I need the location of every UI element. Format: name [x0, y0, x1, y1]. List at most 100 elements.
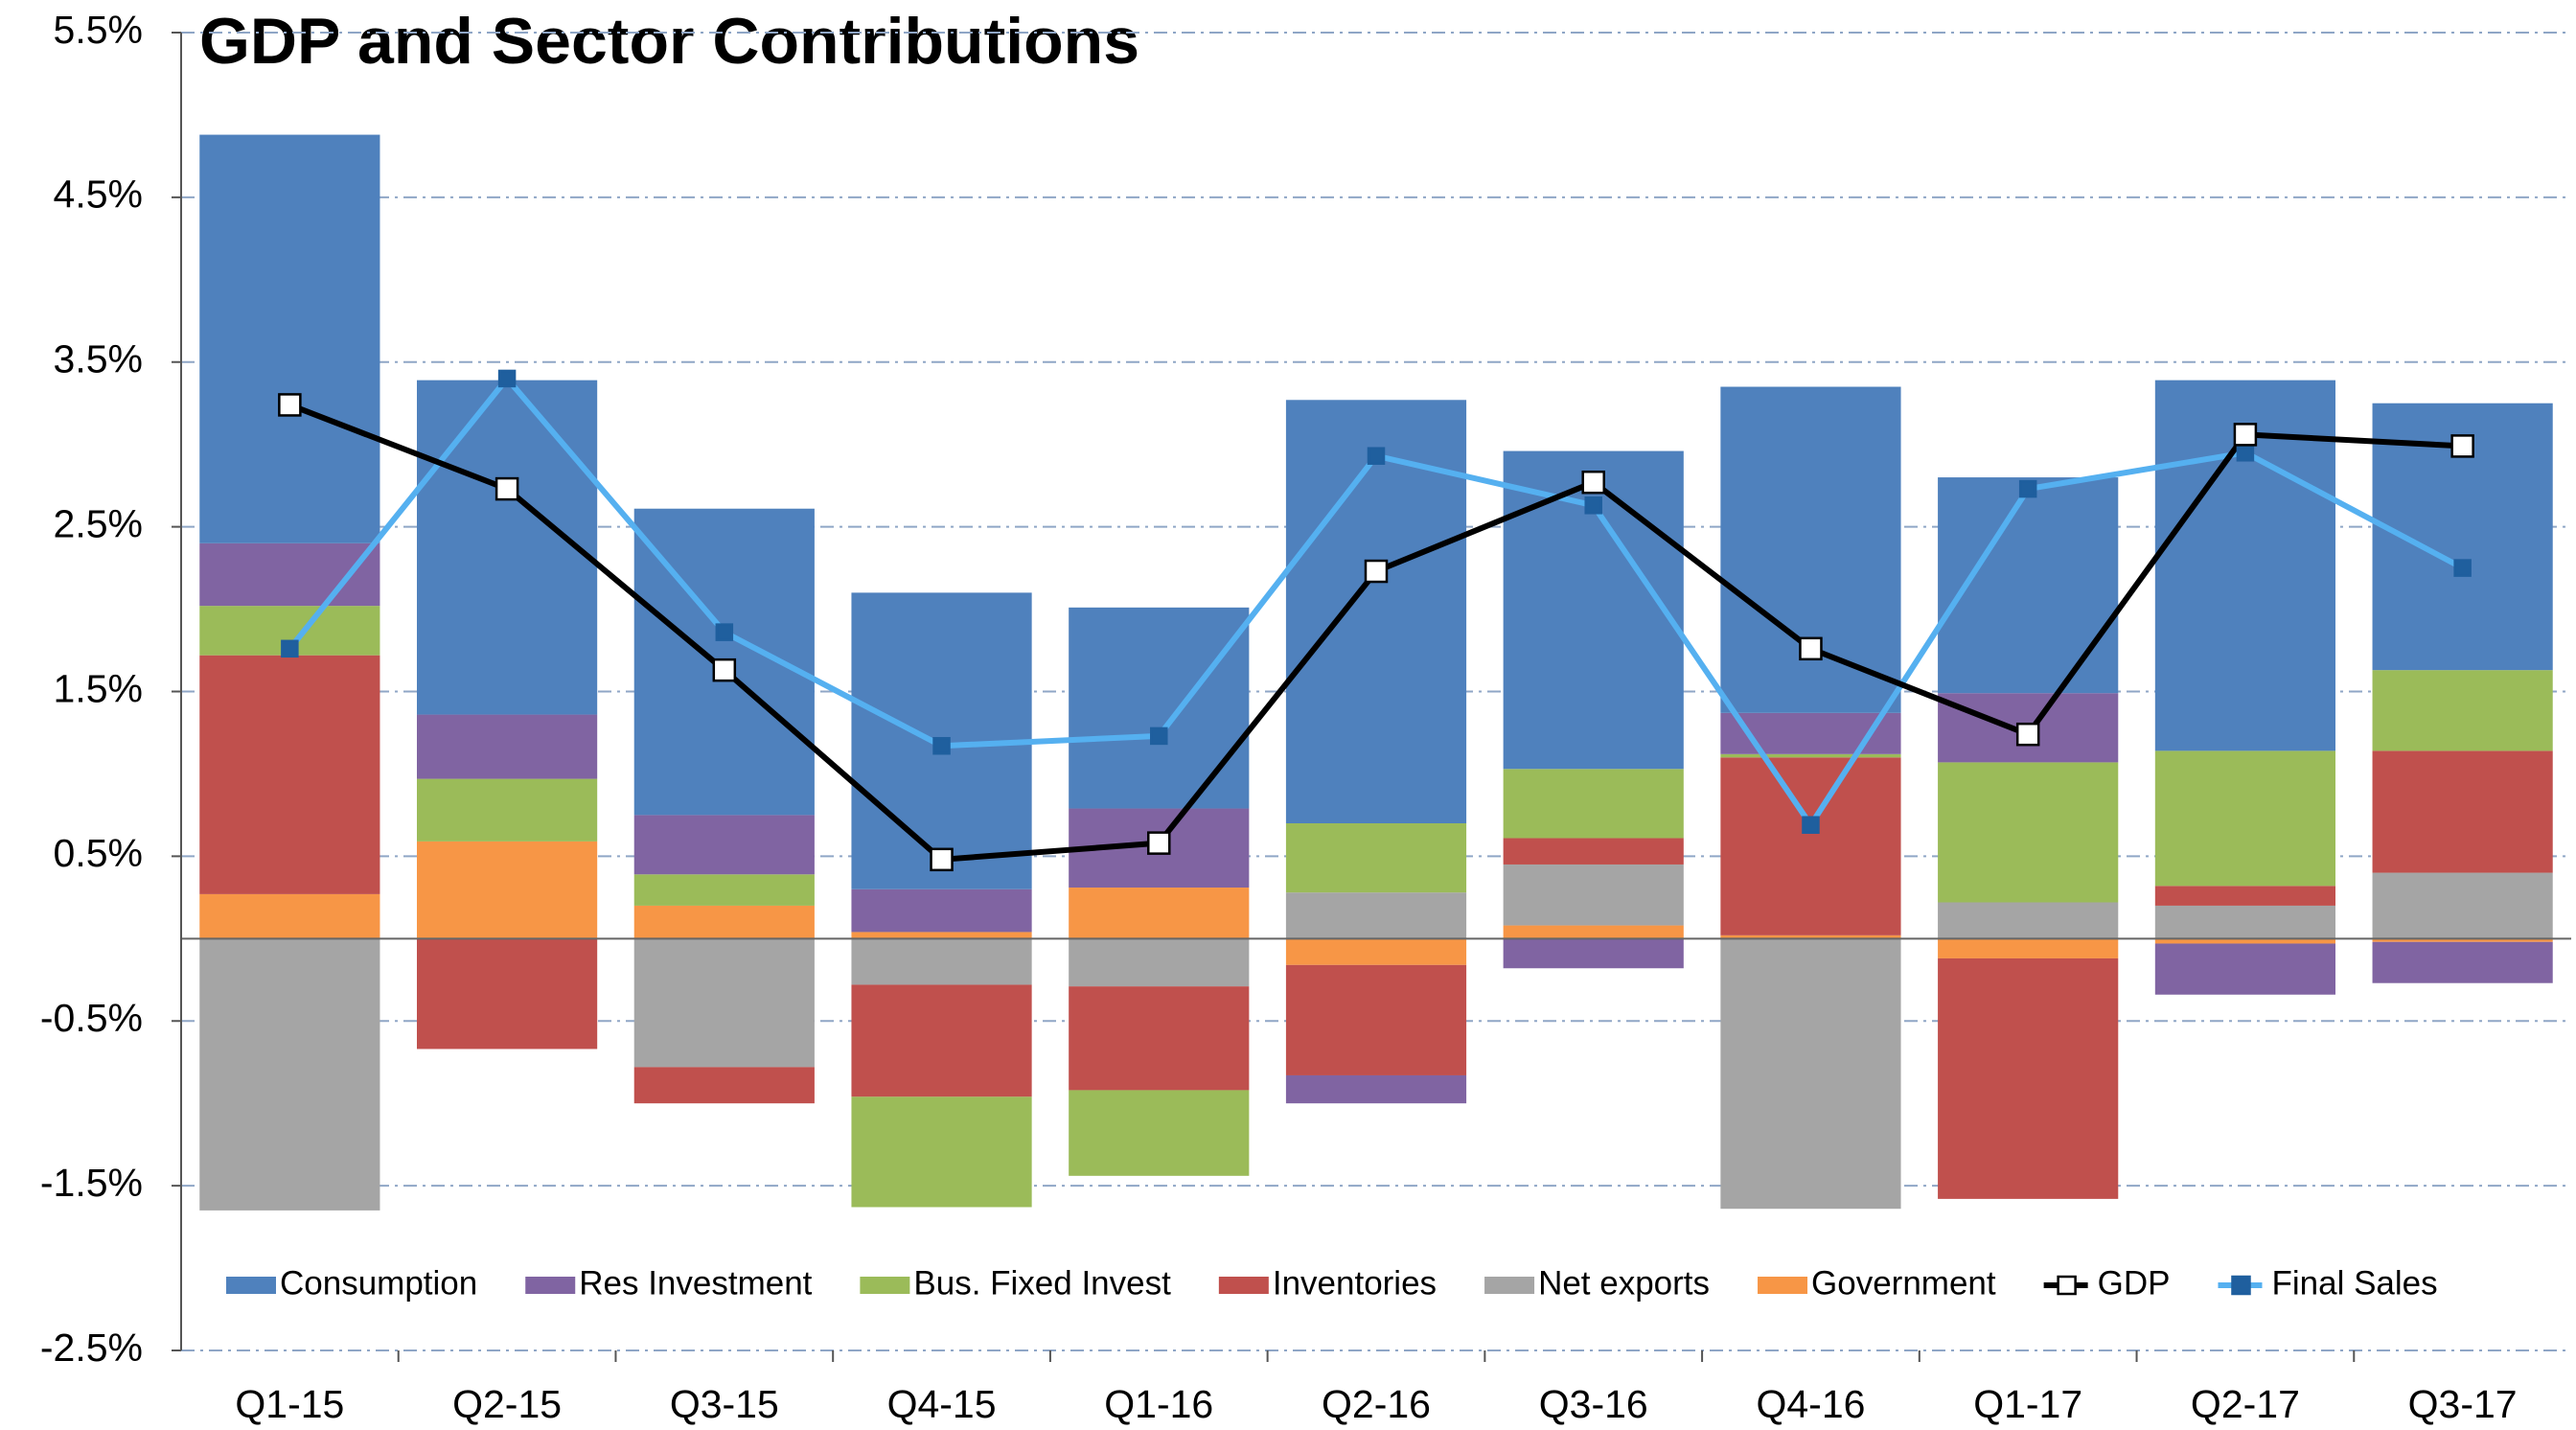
x-tick-label: Q3-16 — [1539, 1382, 1648, 1426]
bar-segment — [1285, 1074, 1467, 1104]
legend-swatch — [226, 1277, 276, 1294]
y-tick-label: -0.5% — [40, 996, 143, 1040]
bar-segment — [2372, 938, 2553, 942]
bar-segment — [851, 888, 1032, 933]
legend-swatch — [1218, 1277, 1269, 1294]
x-tick-label: Q3-17 — [2408, 1382, 2518, 1426]
bar-segment — [1069, 607, 1250, 809]
x-tick-label: Q1-17 — [1973, 1382, 2082, 1426]
x-tick-label: Q2-17 — [2191, 1382, 2300, 1426]
y-tick-label: 5.5% — [54, 8, 143, 52]
bar-segment — [1720, 753, 1901, 758]
bar-segment — [1503, 838, 1684, 865]
marker — [712, 657, 737, 682]
bar-segment — [2154, 886, 2336, 906]
x-tick-label: Q1-16 — [1104, 1382, 1213, 1426]
marker — [1799, 636, 1823, 661]
marker — [932, 736, 951, 755]
bar-segment — [2154, 905, 2336, 939]
bar-segment — [1938, 762, 2119, 903]
bar-segment — [2372, 941, 2553, 983]
legend-swatch — [1484, 1277, 1535, 1294]
marker — [497, 369, 517, 388]
bar-segment — [1069, 1090, 1250, 1176]
marker — [2233, 423, 2258, 447]
legend-swatch — [525, 1277, 576, 1294]
bar-segment — [851, 932, 1032, 939]
chart-title: GDP and Sector Contributions — [199, 5, 1139, 78]
bar-segment — [1285, 964, 1467, 1075]
bar-segment — [633, 905, 815, 939]
bar-segment — [1938, 902, 2119, 939]
marker — [1150, 727, 1168, 746]
bar-segment — [2154, 943, 2336, 995]
bar-segment — [851, 938, 1032, 985]
legend-marker — [2231, 1275, 2251, 1296]
marker — [1367, 447, 1386, 465]
legend-label: Res Investment — [579, 1264, 812, 1302]
legend-label: Bus. Fixed Invest — [913, 1264, 1171, 1302]
marker — [715, 623, 734, 641]
legend-swatch — [860, 1277, 910, 1294]
legend-label: Inventories — [1273, 1264, 1437, 1302]
x-tick-label: Q4-16 — [1756, 1382, 1865, 1426]
y-tick-label: 4.5% — [54, 173, 143, 217]
bar-segment — [199, 938, 380, 1211]
marker — [494, 476, 519, 501]
bar-segment — [2372, 872, 2553, 939]
marker — [1802, 816, 1820, 834]
legend-label: Final Sales — [2271, 1264, 2437, 1302]
bar-segment — [416, 841, 598, 939]
legend: Consumption Res Investment Bus. Fixed Inve… — [226, 1264, 2438, 1302]
legend-swatch — [1758, 1277, 1808, 1294]
marker — [2453, 559, 2472, 577]
bar-segment — [1938, 957, 2119, 1199]
bar-segment — [1285, 938, 1467, 965]
bar-segment — [1503, 938, 1684, 969]
x-tick-label: Q2-16 — [1322, 1382, 1431, 1426]
marker — [278, 393, 302, 417]
bar-segment — [416, 714, 598, 779]
bar-segment — [1069, 938, 1250, 987]
bar-segment — [1503, 864, 1684, 926]
bar-segment — [1069, 986, 1250, 1091]
bar-segment — [1503, 925, 1684, 939]
bar-segment — [416, 778, 598, 842]
marker — [2018, 479, 2037, 498]
marker — [2236, 444, 2255, 462]
bar-segment — [199, 893, 380, 939]
y-tick-label: 1.5% — [54, 666, 143, 710]
legend-marker — [2057, 1275, 2077, 1296]
bar-segment — [633, 815, 815, 875]
bar-segment — [633, 1067, 815, 1104]
y-tick-label: 3.5% — [54, 337, 143, 381]
bar-segment — [1720, 386, 1901, 713]
marker — [2015, 722, 2040, 747]
x-tick-label: Q1-15 — [235, 1382, 344, 1426]
bar-segment — [2372, 750, 2553, 873]
y-tick-label: -2.5% — [40, 1326, 143, 1370]
marker — [1364, 559, 1389, 584]
x-tick-label: Q4-15 — [887, 1382, 997, 1426]
bar-segment — [851, 1096, 1032, 1208]
x-tick-label: Q2-15 — [452, 1382, 562, 1426]
marker — [1581, 470, 1605, 495]
marker — [930, 847, 954, 872]
bar-segment — [1069, 888, 1250, 939]
y-tick-label: 0.5% — [54, 831, 143, 875]
bar-segment — [1503, 769, 1684, 839]
y-tick-label: -1.5% — [40, 1161, 143, 1205]
legend-label: Consumption — [280, 1264, 477, 1302]
bar-segment — [1720, 938, 1901, 1210]
marker — [2450, 434, 2474, 458]
bar-segment — [2372, 670, 2553, 751]
y-tick-label: 2.5% — [54, 501, 143, 545]
bar-segment — [199, 655, 380, 894]
bar-segment — [851, 984, 1032, 1097]
bar-segment — [199, 134, 380, 543]
legend-label: GDP — [2098, 1264, 2171, 1302]
x-tick-label: Q3-15 — [670, 1382, 779, 1426]
bar-segment — [633, 938, 815, 1068]
legend-label: Government — [1811, 1264, 1996, 1302]
